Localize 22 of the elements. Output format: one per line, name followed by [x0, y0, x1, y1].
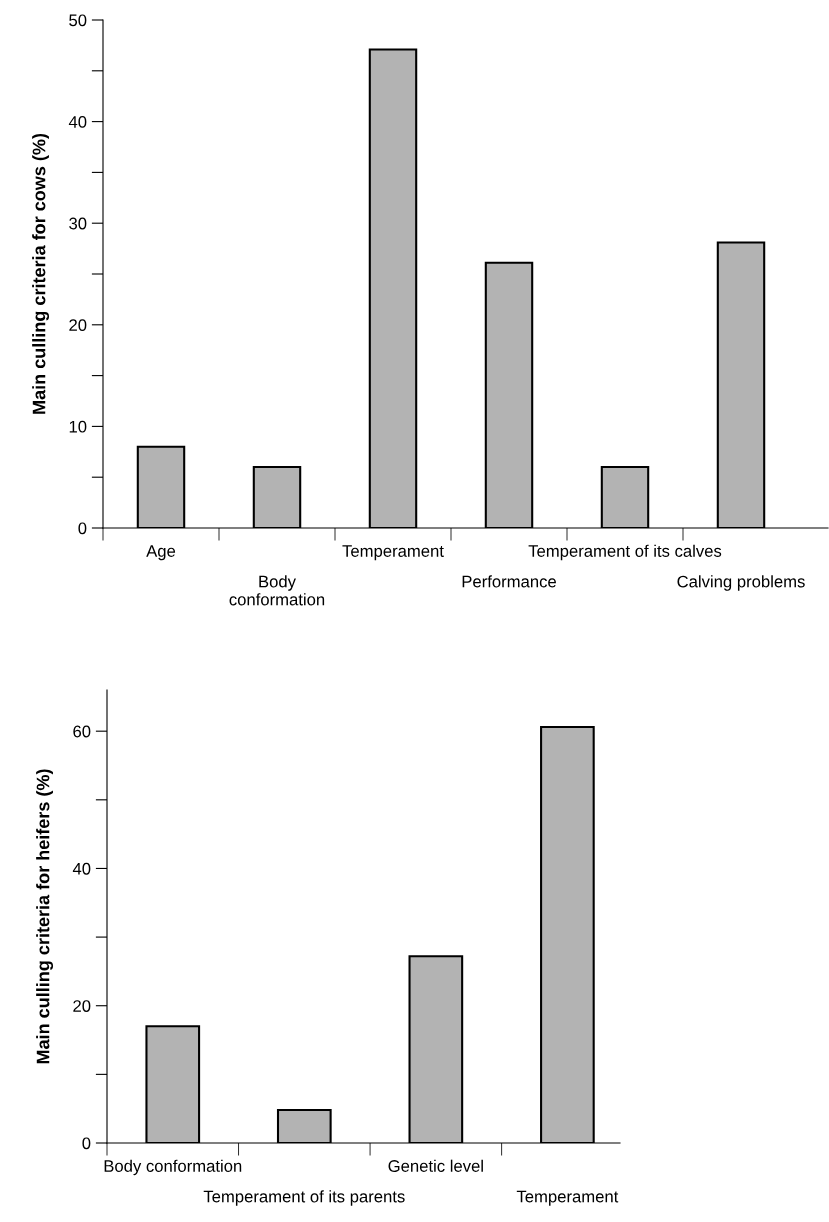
y-tick-label: 40: [68, 116, 87, 128]
y-tick-label: 20: [69, 319, 87, 331]
y-axis-title: Main culling criteria for cows (%): [32, 133, 50, 414]
x-tick-label: Age: [146, 545, 176, 561]
y-axis-title: Main culling criteria for heifers (%): [36, 769, 54, 1064]
x-tick-label: Temperament: [516, 1190, 619, 1206]
y-tick-label: 0: [82, 1137, 91, 1150]
y-tick-label: 60: [73, 725, 91, 738]
y-tick-label: 20: [73, 1000, 91, 1012]
x-tick-label: Performance: [462, 575, 556, 588]
x-tick-label: Temperament of its parents: [203, 1190, 405, 1206]
y-tick-label: 40: [72, 862, 91, 875]
x-tick-label: Genetic level: [388, 1159, 483, 1172]
y-tick-label: 30: [69, 217, 87, 230]
y-tick-label: 10: [69, 420, 87, 433]
x-tick-label: Body conformation: [104, 1159, 242, 1176]
y-tick-label: 0: [78, 522, 87, 535]
x-tick-label: Temperament of its calves: [528, 544, 722, 561]
x-tick-label: Calving problems: [677, 575, 805, 591]
y-tick-label: 50: [69, 14, 87, 27]
x-tick-label: Temperament: [342, 545, 444, 561]
x-tick-label: Body conformation: [229, 575, 325, 606]
